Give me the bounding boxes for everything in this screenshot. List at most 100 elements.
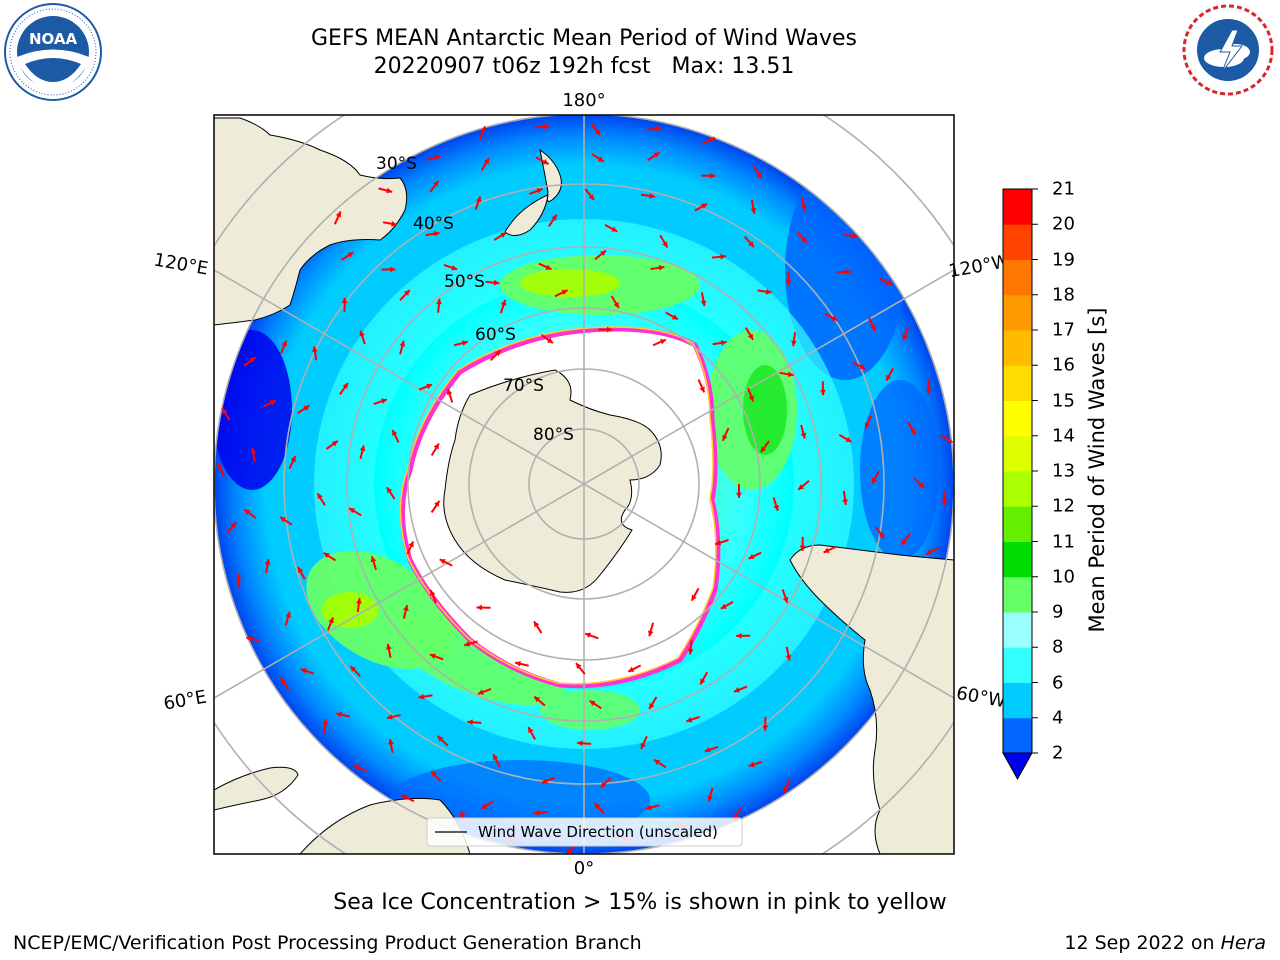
wind-arrow-head bbox=[437, 735, 444, 742]
wind-arrow-head bbox=[460, 810, 466, 817]
lon-label-60w: 60°W bbox=[955, 683, 1008, 712]
colorbar-tick-label: 9 bbox=[1052, 601, 1064, 623]
wind-arrow-head bbox=[534, 696, 541, 703]
wind-arrow-head bbox=[477, 689, 484, 695]
wind-arrow-head bbox=[823, 547, 830, 553]
wind-arrow-head bbox=[349, 508, 356, 514]
wind-arrow-head bbox=[946, 437, 953, 443]
wind-arrow-head bbox=[350, 666, 357, 672]
wind-arrow-head bbox=[541, 778, 548, 784]
lon-label-120w: 120°W bbox=[947, 251, 1011, 282]
wind-arrow-head bbox=[534, 809, 540, 816]
wind-arrow-head bbox=[480, 126, 486, 133]
wind-arrow-head bbox=[403, 290, 410, 296]
wind-arrow-head bbox=[941, 500, 948, 506]
wind-arrow-head bbox=[493, 279, 500, 286]
wind-arrow-head bbox=[418, 693, 425, 700]
wind-arrow-head bbox=[760, 446, 767, 453]
colorbar-tick-label: 12 bbox=[1052, 495, 1075, 517]
wind-arrow-head bbox=[859, 363, 866, 370]
colorbar-tick-label: 6 bbox=[1052, 672, 1064, 693]
map-legend: Wind Wave Direction (unscaled) bbox=[426, 817, 743, 847]
wind-arrow-head bbox=[429, 590, 436, 597]
colorbar-tick-label: 13 bbox=[1052, 460, 1075, 482]
wind-arrow-head bbox=[611, 226, 618, 232]
wind-arrow-head bbox=[217, 463, 224, 470]
wind-arrow-head bbox=[594, 129, 601, 136]
madagascar-landmass bbox=[214, 766, 299, 811]
wind-arrow-head bbox=[285, 611, 291, 618]
wind-arrow-head bbox=[388, 739, 394, 745]
wind-arrow-head bbox=[654, 759, 661, 766]
wind-arrow-head bbox=[594, 803, 601, 809]
wind-arrow-head bbox=[870, 324, 876, 331]
colorbar-swatch bbox=[1003, 259, 1032, 296]
wind-arrow-head bbox=[748, 761, 755, 768]
wind-arrow-head bbox=[699, 386, 705, 393]
colorbar-tick-label: 15 bbox=[1052, 390, 1075, 411]
lon-label-60e: 60°E bbox=[162, 686, 208, 714]
wind-arrow-head bbox=[347, 252, 354, 258]
lat-label-50s: 50°S bbox=[444, 272, 485, 292]
wind-arrow-head bbox=[543, 123, 550, 130]
wind-arrow-head bbox=[391, 220, 397, 227]
wind-arrow-head bbox=[886, 374, 892, 381]
wind-arrow-head bbox=[359, 445, 366, 452]
colorbar-tick-label: 21 bbox=[1052, 178, 1075, 200]
wind-arrow-head bbox=[269, 400, 276, 406]
wind-arrow-head bbox=[748, 241, 754, 247]
wind-arrow-head bbox=[434, 500, 440, 507]
shading-region bbox=[860, 380, 940, 560]
wind-arrow-head bbox=[831, 315, 838, 321]
lat-label-30s: 30°S bbox=[376, 154, 417, 174]
wind-arrow-head bbox=[528, 727, 534, 734]
wind-arrow-head bbox=[461, 340, 468, 346]
wind-arrow-head bbox=[335, 211, 342, 218]
wind-arrow-head bbox=[600, 250, 606, 257]
wind-arrow-head bbox=[842, 499, 848, 505]
wind-arrow-head bbox=[640, 743, 646, 750]
wind-arrow-head bbox=[918, 482, 925, 488]
wind-arrow-head bbox=[925, 549, 932, 555]
wind-arrow-head bbox=[342, 382, 348, 389]
colorbar-tick-label: 10 bbox=[1052, 566, 1075, 588]
wind-arrow-head bbox=[656, 125, 662, 132]
wind-arrow-head bbox=[328, 617, 334, 624]
wind-arrow-head bbox=[281, 340, 287, 347]
wind-arrow-head bbox=[649, 702, 655, 709]
wind-arrow-head bbox=[765, 288, 772, 295]
colorbar-tick-label: 4 bbox=[1052, 707, 1064, 729]
wind-arrow-head bbox=[600, 781, 607, 788]
wind-arrow-head bbox=[370, 556, 377, 563]
sea-ice-edge bbox=[399, 326, 717, 685]
wind-arrow-head bbox=[607, 326, 613, 333]
wind-arrow-head bbox=[431, 771, 437, 777]
wind-arrow-head bbox=[429, 653, 436, 660]
colorbar-swatch bbox=[1003, 189, 1032, 225]
footer-host: Hera bbox=[1220, 932, 1266, 954]
colorbar-swatch bbox=[1003, 400, 1032, 437]
wind-arrow-head bbox=[222, 408, 228, 415]
wind-arrow-head bbox=[542, 159, 549, 165]
wind-arrow-head bbox=[280, 517, 287, 523]
wind-arrow-head bbox=[386, 714, 393, 720]
colorbar-extend bbox=[1002, 752, 1033, 781]
wind-arrow-head bbox=[791, 340, 797, 347]
wind-arrow-head bbox=[401, 794, 408, 801]
wind-arrow-head bbox=[331, 440, 338, 447]
shading-region bbox=[743, 365, 787, 455]
wind-arrow-head bbox=[659, 339, 666, 345]
wind-arrow-head bbox=[481, 803, 488, 809]
lon-label-0: 0° bbox=[574, 858, 594, 879]
wind-arrow-head bbox=[353, 764, 360, 771]
colorbar-swatch bbox=[1003, 224, 1032, 260]
wind-arrow-head bbox=[446, 389, 453, 395]
wind-arrow-head bbox=[925, 388, 932, 394]
wind-arrow-head bbox=[547, 337, 553, 344]
colorbar-swatch bbox=[1003, 682, 1032, 719]
colorbar-swatch bbox=[1003, 576, 1032, 613]
colorbar-tick-label: 11 bbox=[1052, 531, 1075, 552]
lat-label-70s: 70°S bbox=[503, 376, 544, 396]
colorbar-swatch bbox=[1003, 330, 1032, 366]
wind-arrow-head bbox=[500, 299, 507, 306]
